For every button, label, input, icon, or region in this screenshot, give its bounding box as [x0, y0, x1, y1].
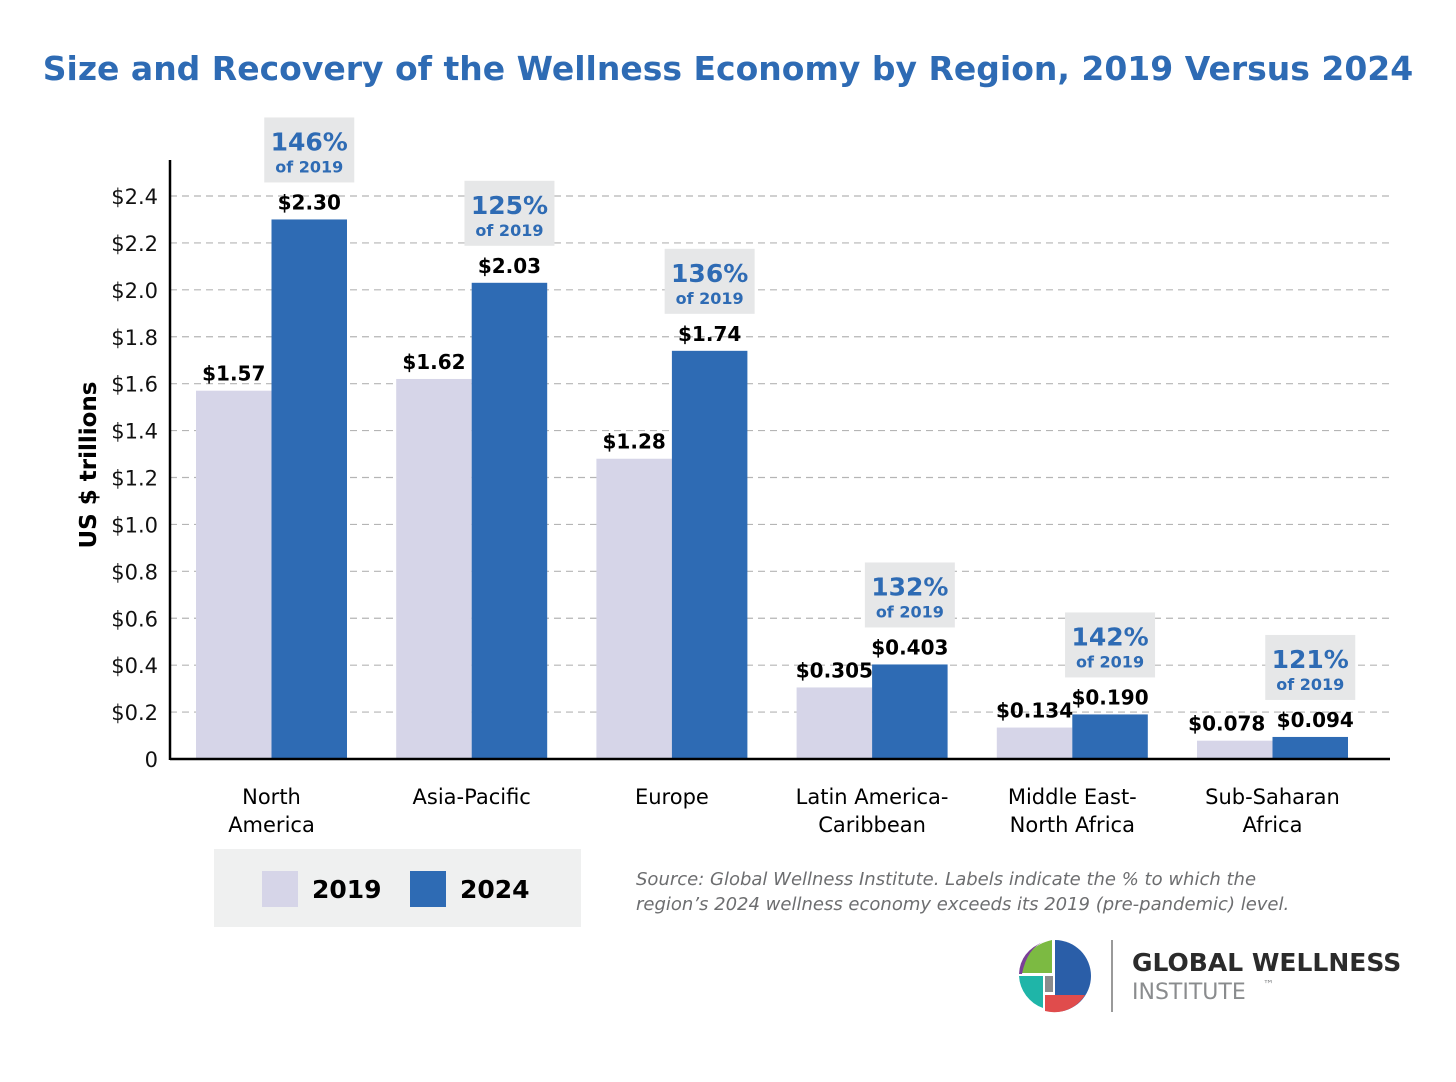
bar-2024: [671, 350, 748, 759]
data-label-2019: $1.28: [603, 430, 666, 454]
pct-callout-box: [864, 562, 955, 628]
data-label-2024: $2.30: [278, 190, 341, 214]
pct-callout-value: 146%: [271, 127, 348, 156]
legend-label-2024: 2024: [460, 875, 530, 904]
logo-trademark: ™: [1263, 978, 1274, 991]
y-tick-label: $0.4: [111, 654, 158, 678]
data-label-2019: $1.57: [202, 362, 265, 386]
pct-callout-box: [264, 117, 355, 183]
source-note: Source: Global Wellness Institute. Label…: [636, 869, 1256, 890]
logo-mark-icon: [1021, 940, 1052, 973]
pct-callout-value: 125%: [471, 191, 548, 220]
data-label-2024: $0.403: [871, 635, 948, 659]
x-tick-label: Middle East-: [1008, 785, 1137, 809]
pct-callout-value: 142%: [1071, 622, 1148, 651]
pct-callout-sub: of 2019: [1076, 652, 1144, 671]
y-axis-label: US $ trillions: [76, 382, 102, 549]
x-tick-label: North Africa: [1010, 813, 1135, 837]
y-tick-label: $0.8: [111, 560, 158, 584]
data-label-2024: $0.094: [1277, 708, 1354, 732]
data-label-2019: $0.134: [996, 699, 1073, 723]
x-tick-label: Sub-Saharan: [1205, 785, 1340, 809]
bar-2019: [596, 458, 672, 759]
data-label-2019: $0.305: [796, 658, 873, 682]
data-label-2019: $1.62: [402, 350, 465, 374]
pct-callout-value: 136%: [671, 259, 748, 288]
logo-mark-icon: [1045, 976, 1053, 992]
y-tick-label: $1.4: [111, 420, 158, 444]
y-tick-label: $0.2: [111, 701, 158, 725]
legend-label-2019: 2019: [312, 875, 382, 904]
y-tick-label: $0.6: [111, 607, 158, 631]
bar-2024: [872, 664, 948, 759]
pct-callout-box: [1265, 634, 1356, 700]
pct-callout-value: 132%: [871, 572, 948, 601]
data-label-2024: $1.74: [678, 322, 741, 346]
pct-callout-sub: of 2019: [876, 602, 944, 621]
bar-2024: [471, 282, 548, 759]
y-tick-label: 0: [145, 748, 158, 772]
x-tick-label: North: [242, 785, 301, 809]
y-tick-label: $1.8: [111, 326, 158, 350]
y-tick-label: $2.0: [111, 279, 158, 303]
x-tick-label: Caribbean: [818, 813, 926, 837]
pct-callout-box: [464, 180, 555, 246]
source-note: region’s 2024 wellness economy exceeds i…: [636, 894, 1289, 915]
y-tick-label: $1.2: [111, 467, 158, 491]
pct-callout-sub: of 2019: [1276, 675, 1344, 694]
legend-swatch-2019: [262, 871, 298, 907]
x-tick-label: America: [228, 813, 315, 837]
pct-callout-box: [664, 248, 755, 314]
logo-text: GLOBAL WELLNESS: [1132, 948, 1401, 977]
y-tick-label: $2.4: [111, 185, 158, 209]
data-label-2024: $0.190: [1071, 685, 1148, 709]
data-label-2019: $0.078: [1188, 712, 1265, 736]
bar-2024: [1272, 736, 1348, 759]
legend-swatch-2024: [410, 871, 446, 907]
bar-2019: [196, 390, 272, 759]
logo-mark-icon: [1019, 976, 1043, 1008]
x-tick-label: Asia-Pacific: [413, 785, 531, 809]
data-label-2024: $2.03: [478, 254, 541, 278]
logo-subtext: INSTITUTE: [1132, 980, 1246, 1005]
bar-2019: [396, 378, 472, 759]
x-tick-label: Europe: [635, 785, 709, 809]
x-tick-label: Latin America-: [796, 785, 949, 809]
bar-2024: [1072, 714, 1148, 759]
bar-2019: [996, 727, 1073, 759]
logo-mark-icon: [1045, 995, 1085, 1013]
y-tick-label: $1.0: [111, 513, 158, 537]
chart-title: Size and Recovery of the Wellness Econom…: [43, 49, 1413, 88]
y-tick-label: $2.2: [111, 232, 158, 256]
y-tick-label: $1.6: [111, 373, 158, 397]
pct-callout-value: 121%: [1272, 645, 1349, 674]
logo-mark-icon: [1019, 941, 1045, 974]
pct-callout-sub: of 2019: [475, 221, 543, 240]
bar-2019: [796, 687, 873, 759]
bar-2024: [271, 219, 347, 760]
bar-2019: [1197, 740, 1273, 759]
pct-callout-box: [1065, 612, 1156, 678]
x-tick-label: Africa: [1243, 813, 1303, 837]
pct-callout-sub: of 2019: [676, 289, 744, 308]
pct-callout-sub: of 2019: [275, 157, 343, 176]
logo-mark-icon: [1055, 940, 1091, 1012]
